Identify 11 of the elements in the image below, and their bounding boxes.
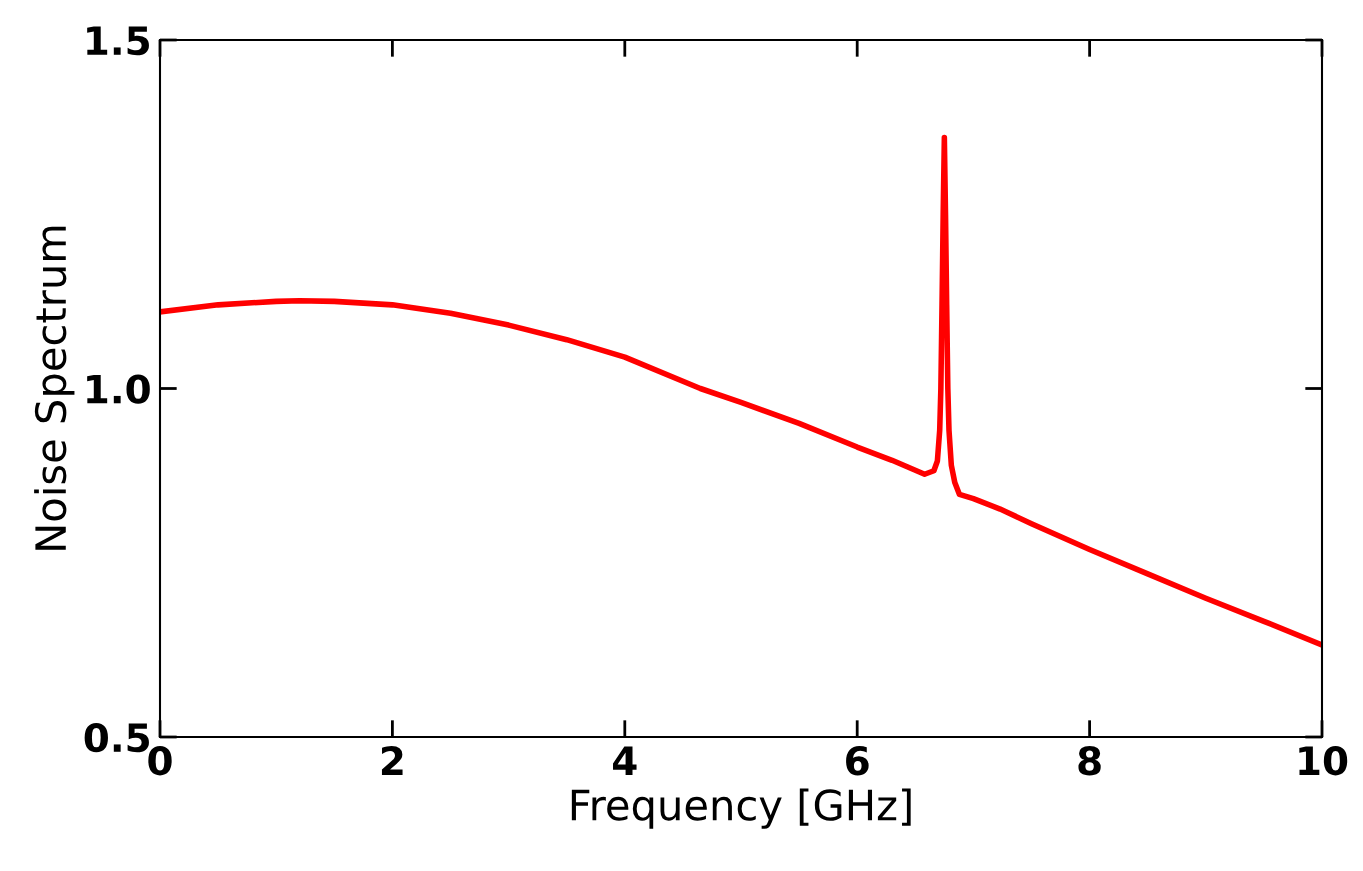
y-tick-label: 1.5 — [87, 26, 149, 56]
x-tick-label: 6 — [846, 746, 869, 776]
x-tick-label: 2 — [381, 746, 403, 775]
x-axis-title: Frequency [GHz] — [571, 788, 911, 829]
y-tick-label: 1.0 — [87, 374, 150, 404]
x-tick-label: 10 — [1299, 746, 1348, 776]
x-tick-label: 8 — [1078, 746, 1101, 776]
y-tick-label: 0.5 — [84, 722, 149, 753]
y-axis-title: Noise Spectrum — [34, 226, 75, 550]
x-tick-label: 4 — [613, 746, 637, 775]
x-tick-label: 0 — [148, 746, 172, 776]
